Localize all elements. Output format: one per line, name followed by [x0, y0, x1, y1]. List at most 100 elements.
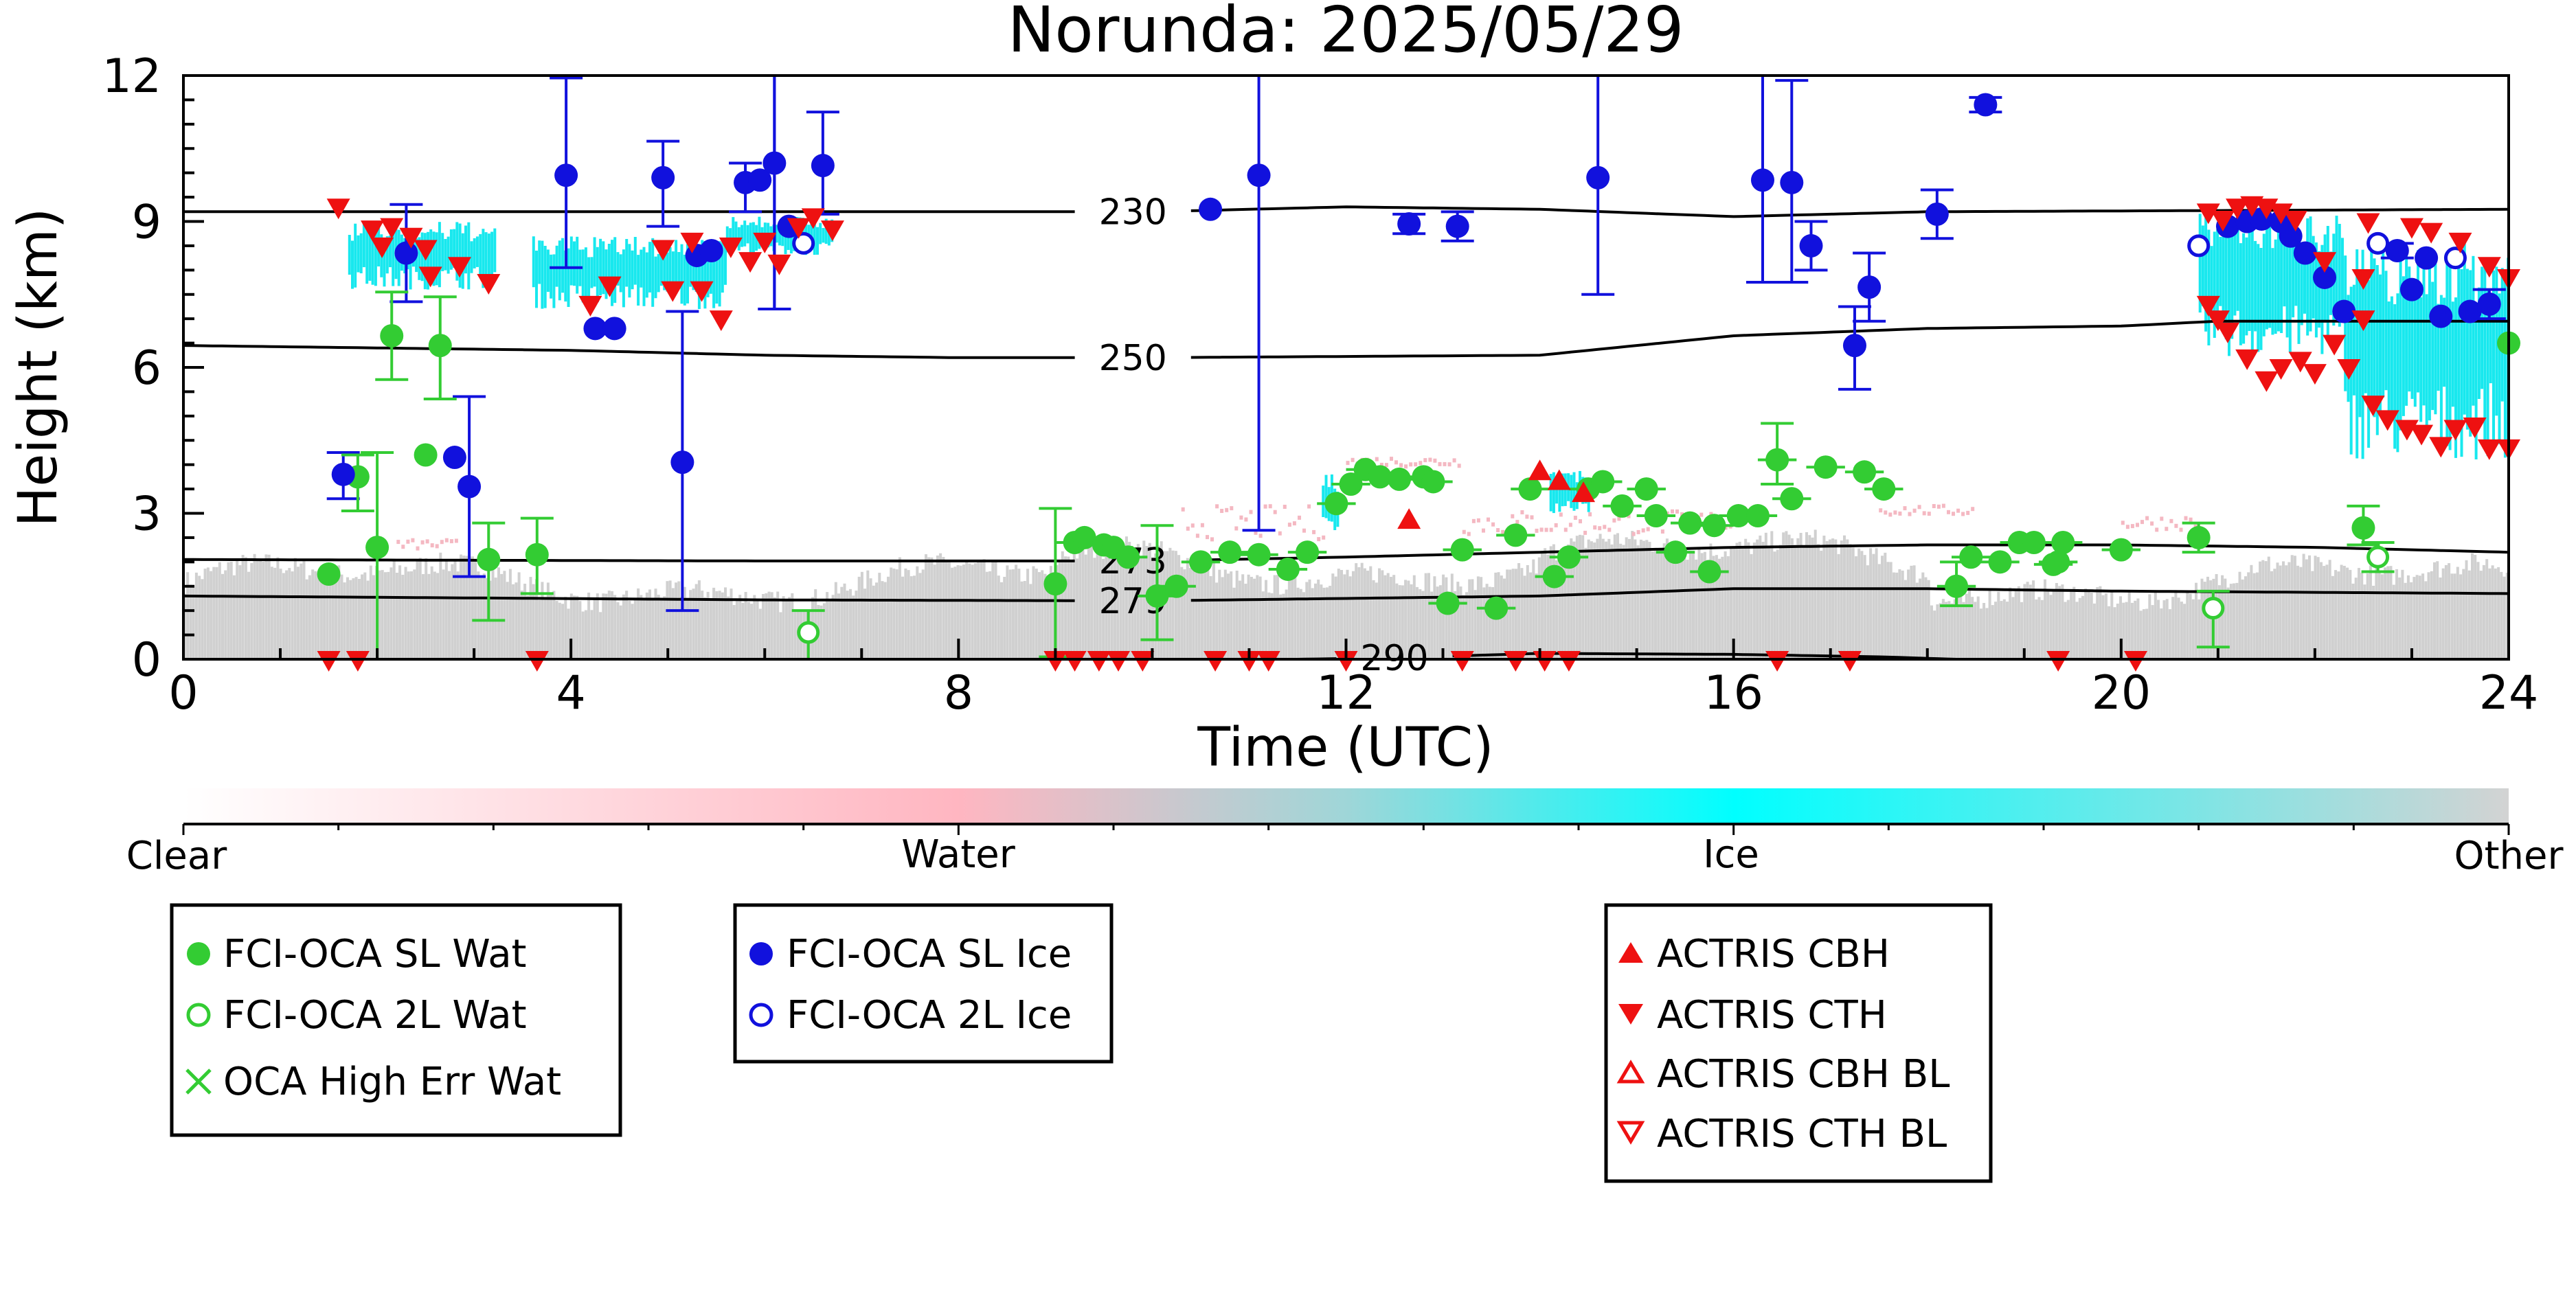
bg-ice-column [473, 238, 476, 269]
bg-water-speck [1287, 523, 1291, 527]
bg-grey-column [1979, 608, 1982, 659]
bg-grey-column [1105, 556, 1108, 659]
bg-ice-column [1549, 474, 1552, 512]
bg-grey-column [619, 605, 622, 659]
sl-ice-point [1397, 212, 1421, 236]
bg-grey-column [1090, 541, 1094, 659]
bg-grey-column [1305, 582, 1309, 659]
bg-ice-column [555, 245, 558, 287]
bg-grey-column [852, 595, 855, 659]
colorbar-gradient [183, 788, 2509, 824]
bg-water-speck [444, 538, 449, 542]
bg-grey-column [683, 586, 686, 659]
bg-ice-column [675, 240, 678, 295]
bg-grey-column [881, 581, 884, 659]
bg-grey-column [2070, 589, 2073, 659]
bg-grey-column [384, 572, 387, 659]
bg-grey-column [1884, 552, 1887, 659]
bg-grey-column [1407, 580, 1410, 659]
bg-grey-column [354, 577, 358, 659]
bg-grey-column [898, 557, 901, 659]
bg-grey-column [465, 556, 468, 659]
bg-ice-column [1552, 472, 1555, 514]
bg-grey-column [1386, 573, 1390, 659]
bg-grey-column [1282, 593, 1285, 659]
sl-ice-point [1925, 202, 1949, 226]
bg-ice-column [2454, 297, 2457, 458]
bg-ice-column [2390, 296, 2393, 411]
bg-grey-column [2285, 565, 2288, 659]
actris-cth-point [820, 220, 844, 242]
bg-ice-column [2198, 214, 2202, 313]
bg-grey-column [1683, 557, 1686, 659]
bg-grey-column [732, 605, 736, 659]
bg-grey-column [637, 588, 640, 659]
sl-water-point [1145, 584, 1169, 608]
sl-ice-point [2399, 277, 2424, 301]
bg-grey-column [2113, 607, 2116, 659]
bg-grey-column [1325, 587, 1329, 659]
bg-water-speck [1568, 523, 1572, 527]
actris-cth-point [1838, 651, 1862, 672]
bg-grey-column [2441, 568, 2445, 659]
bg-grey-column [1000, 582, 1003, 659]
bg-grey-column [335, 571, 337, 659]
bg-grey-column [1017, 569, 1021, 659]
bg-water-speck [1249, 510, 1253, 514]
actris-cth-point [2477, 257, 2501, 278]
bg-grey-column [1703, 551, 1706, 659]
bg-grey-column [828, 600, 832, 659]
bg-grey-column [1204, 565, 1207, 659]
bg-grey-column [831, 595, 835, 659]
bg-grey-column [1114, 542, 1116, 659]
bg-grey-column [2439, 578, 2442, 659]
bg-water-speck [1588, 512, 1592, 516]
bg-grey-column [776, 591, 780, 659]
bg-ice-column [567, 248, 570, 307]
bg-grey-column [593, 597, 596, 659]
bg-grey-column [276, 557, 280, 659]
bg-ice-column [2437, 304, 2440, 391]
bg-grey-column [1038, 572, 1041, 659]
bg-grey-column [523, 584, 527, 659]
bg-grey-column [1741, 547, 1744, 659]
bg-ice-column [482, 229, 485, 288]
bg-grey-column [576, 595, 579, 659]
bg-water-speck [2169, 518, 2173, 523]
bg-grey-column [2134, 600, 2137, 659]
bg-grey-column [590, 610, 594, 659]
bg-grey-column [1692, 553, 1695, 659]
bg-ice-column [813, 221, 816, 255]
bg-grey-column [433, 571, 436, 659]
bg-water-speck [1525, 514, 1529, 519]
bg-grey-column [1023, 581, 1026, 659]
bg-ice-column [659, 255, 663, 286]
bg-grey-column [680, 597, 683, 659]
bg-grey-column [512, 584, 515, 659]
bg-ice-column [584, 247, 587, 300]
bg-water-speck [1936, 504, 1941, 509]
actris-cth-point [2443, 420, 2467, 441]
bg-ice-column [654, 256, 657, 299]
two-layer-ice-point [2187, 234, 2211, 258]
bg-ice-column [619, 254, 622, 293]
bg-ice-column [2335, 216, 2338, 316]
bg-grey-column [2168, 609, 2171, 659]
bg-grey-column [1947, 601, 1951, 659]
bg-grey-column [694, 584, 698, 659]
bg-grey-column [192, 585, 195, 659]
actris-cth-point [1204, 651, 1228, 672]
bg-grey-column [2305, 559, 2308, 659]
bg-grey-column [2314, 556, 2317, 659]
bg-ice-column [712, 245, 716, 308]
bg-grey-column [2427, 572, 2430, 659]
bg-water-speck [1278, 531, 1282, 536]
bg-grey-column [319, 579, 323, 659]
bg-grey-column [869, 578, 872, 659]
actris-cth-point [2269, 359, 2293, 380]
sl-water-point [1726, 504, 1750, 528]
actris-cth-point [2235, 349, 2259, 370]
bg-ice-column [2373, 258, 2376, 418]
bg-ice-column [819, 222, 822, 244]
bg-grey-column [1877, 564, 1881, 659]
